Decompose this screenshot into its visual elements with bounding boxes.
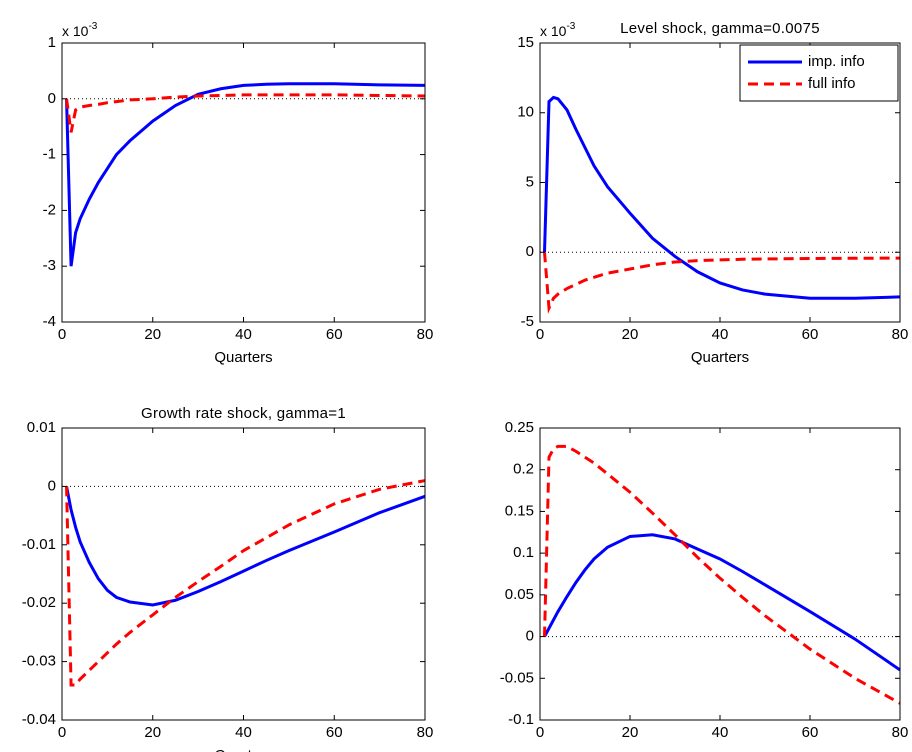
- y-tick-label: -0.1: [508, 711, 534, 728]
- plot-area: [62, 428, 425, 720]
- multiplier-base: x 10: [540, 23, 567, 39]
- y-tick-label: -0.03: [22, 653, 56, 670]
- line-series: [65, 93, 426, 133]
- plot-area: [62, 43, 425, 322]
- x-tick-label: 20: [622, 326, 639, 343]
- legend-label: full info: [808, 75, 856, 92]
- y-tick-label: 0.1: [513, 544, 534, 561]
- y-tick-label: 15: [517, 34, 534, 51]
- y-tick-label: 0: [48, 90, 56, 107]
- y-tick-label: 0: [526, 628, 534, 645]
- x-tick-label: 80: [417, 724, 434, 741]
- x-tick-label: 0: [536, 326, 544, 343]
- x-tick-label: 40: [712, 724, 729, 741]
- x-tick-label: 80: [892, 326, 909, 343]
- y-tick-label: -5: [521, 313, 534, 330]
- y-tick-label: -0.01: [22, 536, 56, 553]
- line-series: [543, 533, 901, 672]
- y-tick-label: -0.05: [500, 669, 534, 686]
- x-tick-label: 0: [58, 724, 66, 741]
- y-tick-label: 0.15: [505, 502, 534, 519]
- x-axis-label: Quarters: [214, 349, 272, 366]
- x-tick-label: 60: [802, 326, 819, 343]
- x-tick-label: 60: [326, 326, 343, 343]
- line-series: [65, 82, 426, 267]
- y-tick-label: -0.02: [22, 594, 56, 611]
- multiplier-exponent: -3: [88, 21, 97, 32]
- x-axis-label: Quarters: [691, 349, 749, 366]
- y-tick-label: -4: [43, 313, 56, 330]
- x-tick-label: 80: [417, 326, 434, 343]
- x-tick-label: 20: [144, 326, 161, 343]
- line-series: [65, 486, 426, 607]
- y-tick-label: 1: [48, 34, 56, 51]
- line-series: [543, 95, 901, 300]
- x-tick-label: 0: [58, 326, 66, 343]
- plot-area: [540, 428, 900, 720]
- line-series: [543, 252, 901, 314]
- subplot: -0.1 -0.05 0 0.05 0.1 0.15 0.2 0.25 0 20 40 60 80: [500, 419, 909, 741]
- x-tick-label: 40: [235, 326, 252, 343]
- multiplier-base: x 10: [62, 23, 89, 39]
- y-tick-label: 0: [48, 477, 56, 494]
- y-tick-label: -1: [43, 146, 56, 163]
- y-tick-label: 5: [526, 173, 534, 190]
- y-tick-label: 0.01: [27, 419, 56, 436]
- axis-multiplier: x 10-3: [540, 21, 576, 39]
- subplot-title: Growth rate shock, gamma=1: [141, 405, 346, 422]
- x-tick-label: 20: [622, 724, 639, 741]
- line-series: [543, 444, 901, 705]
- y-tick-label: -3: [43, 257, 56, 274]
- y-tick-label: -2: [43, 201, 56, 218]
- x-tick-label: 60: [802, 724, 819, 741]
- x-tick-label: 0: [536, 724, 544, 741]
- y-tick-label: 0.25: [505, 419, 534, 436]
- x-tick-label: 60: [326, 724, 343, 741]
- y-tick-label: 0: [526, 243, 534, 260]
- legend-label: imp. info: [808, 53, 865, 70]
- x-tick-label: 40: [712, 326, 729, 343]
- y-tick-label: 0.2: [513, 461, 534, 478]
- subplot-title: Level shock, gamma=0.0075: [620, 20, 820, 37]
- subplot: -0.04 -0.03 -0.02 -0.01 0 0.01 0 20 40 60 80 Quarte…: [22, 405, 434, 752]
- multiplier-exponent: -3: [566, 21, 575, 32]
- line-series: [65, 479, 426, 687]
- y-tick-label: -0.04: [22, 711, 56, 728]
- legend-box: [739, 44, 899, 102]
- x-axis-label: Quarters: [214, 747, 272, 752]
- y-tick-label: 10: [517, 104, 534, 121]
- x-tick-label: 80: [892, 724, 909, 741]
- y-tick-label: 0.05: [505, 586, 534, 603]
- x-tick-label: 40: [235, 724, 252, 741]
- axis-multiplier: x 10-3: [62, 21, 98, 39]
- x-tick-label: 20: [144, 724, 161, 741]
